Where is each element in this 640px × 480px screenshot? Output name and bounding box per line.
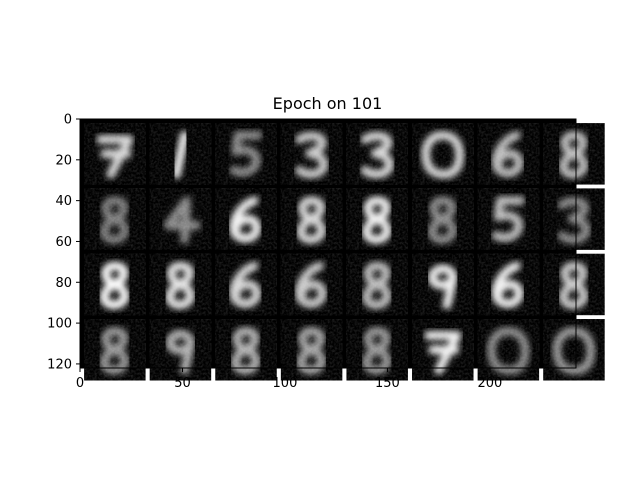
image-tile — [84, 188, 146, 250]
image-tile — [543, 319, 605, 381]
image-tile — [215, 319, 277, 381]
y-tick-label: 20 — [55, 153, 72, 168]
tile-noise — [280, 319, 343, 381]
tile-noise — [149, 188, 212, 250]
x-tick-label: 200 — [478, 376, 503, 391]
tile-noise — [149, 319, 212, 381]
tile-noise — [477, 188, 540, 250]
tile-noise — [477, 253, 540, 316]
image-tile — [543, 253, 605, 316]
image-tile — [149, 188, 212, 250]
tile-noise — [412, 188, 474, 250]
image-tile — [477, 188, 540, 250]
chart-title: Epoch on 101 — [273, 94, 383, 113]
tile-noise — [412, 253, 474, 316]
image-tile — [346, 188, 408, 250]
image-tile — [84, 319, 146, 381]
image-tile — [215, 188, 277, 250]
image-tile — [84, 123, 146, 185]
image-tile — [280, 253, 343, 316]
tile-noise — [346, 319, 408, 381]
image-tile — [346, 123, 408, 185]
tile-noise — [215, 319, 277, 381]
tile-noise — [84, 253, 146, 316]
y-tick-label: 120 — [47, 357, 72, 372]
axes-frame — [79, 118, 577, 369]
tile-noise — [477, 319, 540, 381]
x-tick-label: 100 — [273, 376, 298, 391]
image-tile — [149, 319, 212, 381]
x-tick-label: 0 — [76, 376, 84, 391]
tile-noise — [84, 319, 146, 381]
tile-noise — [543, 253, 605, 316]
image-tile — [84, 253, 146, 316]
tile-noise — [543, 123, 605, 185]
tile-noise — [543, 188, 605, 250]
y-tick-label: 40 — [55, 194, 72, 209]
tile-noise — [149, 123, 212, 185]
image-tile — [477, 123, 540, 185]
image-tile — [543, 188, 605, 250]
y-tick-label: 0 — [64, 113, 72, 128]
tile-noise — [280, 123, 343, 185]
tile-noise — [84, 188, 146, 250]
generated-image-grid — [80, 119, 605, 381]
image-tile — [477, 253, 540, 316]
image-tile — [280, 319, 343, 381]
tile-noise — [412, 319, 474, 381]
tile-noise — [215, 253, 277, 316]
tile-noise — [149, 253, 212, 316]
tile-noise — [346, 253, 408, 316]
image-tile — [149, 253, 212, 316]
image-tile — [412, 319, 474, 381]
x-tick-label: 50 — [174, 376, 191, 391]
y-tick-label: 60 — [55, 235, 72, 250]
image-tile — [412, 188, 474, 250]
image-tile — [477, 319, 540, 381]
tile-noise — [280, 188, 343, 250]
y-tick-label: 80 — [55, 276, 72, 291]
image-tile — [280, 188, 343, 250]
image-tile — [280, 123, 343, 185]
tile-noise — [477, 123, 540, 185]
tile-noise — [346, 188, 408, 250]
tile-noise — [346, 123, 408, 185]
image-tile — [543, 123, 605, 185]
tile-noise — [543, 319, 605, 381]
image-tile — [346, 253, 408, 316]
image-tile — [215, 123, 277, 185]
axes: 0 50 100 150 200 0 20 40 60 80 100 120 — [47, 113, 577, 391]
image-tile — [346, 319, 408, 381]
tile-noise — [215, 123, 277, 185]
image-tile — [149, 123, 212, 185]
tile-noise — [215, 188, 277, 250]
tile-noise — [84, 123, 146, 185]
image-tile — [412, 253, 474, 316]
y-tick-label: 100 — [47, 317, 72, 332]
tile-noise — [280, 253, 343, 316]
image-tile — [412, 123, 474, 185]
image-tile — [215, 253, 277, 316]
x-tick-label: 150 — [375, 376, 400, 391]
tile-noise — [412, 123, 474, 185]
